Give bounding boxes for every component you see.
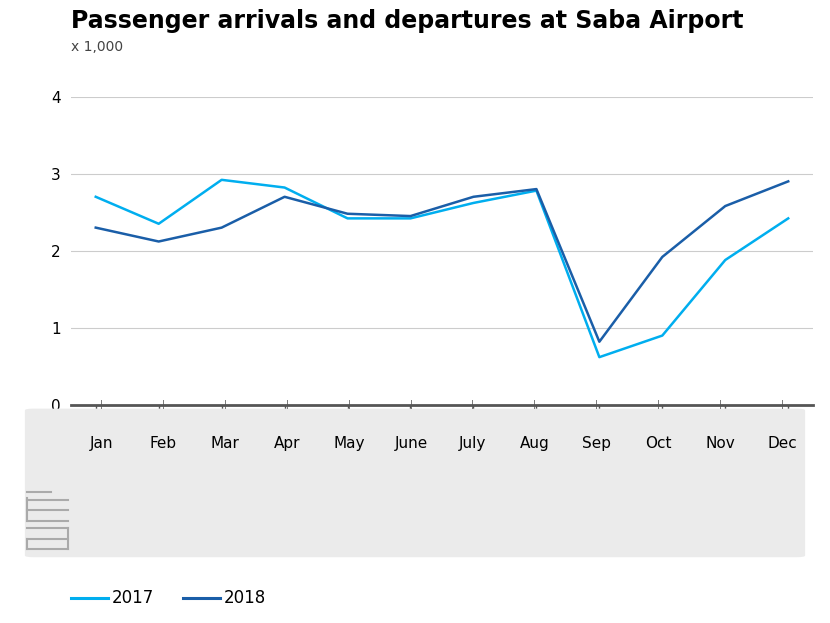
Text: 2017: 2017 (112, 589, 154, 607)
Text: |: | (409, 400, 413, 409)
Text: May: May (334, 436, 365, 451)
Text: |: | (162, 400, 165, 409)
Text: |: | (224, 400, 227, 409)
Text: |: | (719, 400, 722, 409)
Text: Jan: Jan (90, 436, 113, 451)
Text: June: June (394, 436, 427, 451)
Text: July: July (459, 436, 486, 451)
Text: |: | (657, 400, 660, 409)
Text: Passenger arrivals and departures at Saba Airport: Passenger arrivals and departures at Sab… (71, 9, 743, 34)
Text: Feb: Feb (150, 436, 177, 451)
Text: Apr: Apr (274, 436, 300, 451)
Text: |: | (781, 400, 784, 409)
Text: |: | (286, 400, 289, 409)
Text: Aug: Aug (520, 436, 549, 451)
Text: Dec: Dec (768, 436, 798, 451)
Text: x 1,000: x 1,000 (71, 40, 123, 54)
Text: |: | (348, 400, 350, 409)
Text: Oct: Oct (646, 436, 672, 451)
Text: |: | (100, 400, 103, 409)
FancyBboxPatch shape (25, 409, 805, 557)
Text: |: | (595, 400, 598, 409)
Text: |: | (534, 400, 536, 409)
Text: Sep: Sep (582, 436, 611, 451)
Text: Nov: Nov (706, 436, 735, 451)
Text: |: | (471, 400, 475, 409)
Text: Mar: Mar (211, 436, 240, 451)
Text: 2018: 2018 (224, 589, 266, 607)
